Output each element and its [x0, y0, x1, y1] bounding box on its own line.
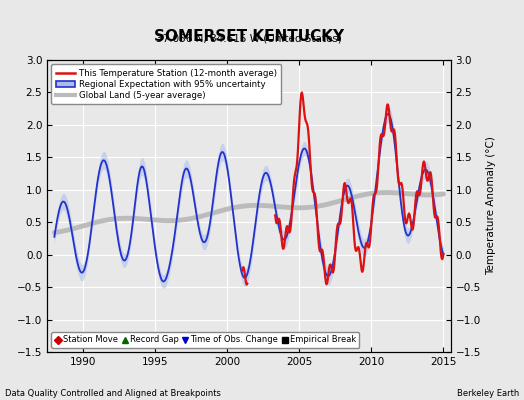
Y-axis label: Temperature Anomaly (°C): Temperature Anomaly (°C) [486, 136, 496, 276]
Title: SOMERSET KENTUCKY: SOMERSET KENTUCKY [154, 28, 344, 44]
Text: Data Quality Controlled and Aligned at Breakpoints: Data Quality Controlled and Aligned at B… [5, 389, 221, 398]
Legend: Station Move, Record Gap, Time of Obs. Change, Empirical Break: Station Move, Record Gap, Time of Obs. C… [51, 332, 359, 348]
Text: 37.056 N, 84.615 W (United States): 37.056 N, 84.615 W (United States) [156, 34, 342, 44]
Text: Berkeley Earth: Berkeley Earth [456, 389, 519, 398]
